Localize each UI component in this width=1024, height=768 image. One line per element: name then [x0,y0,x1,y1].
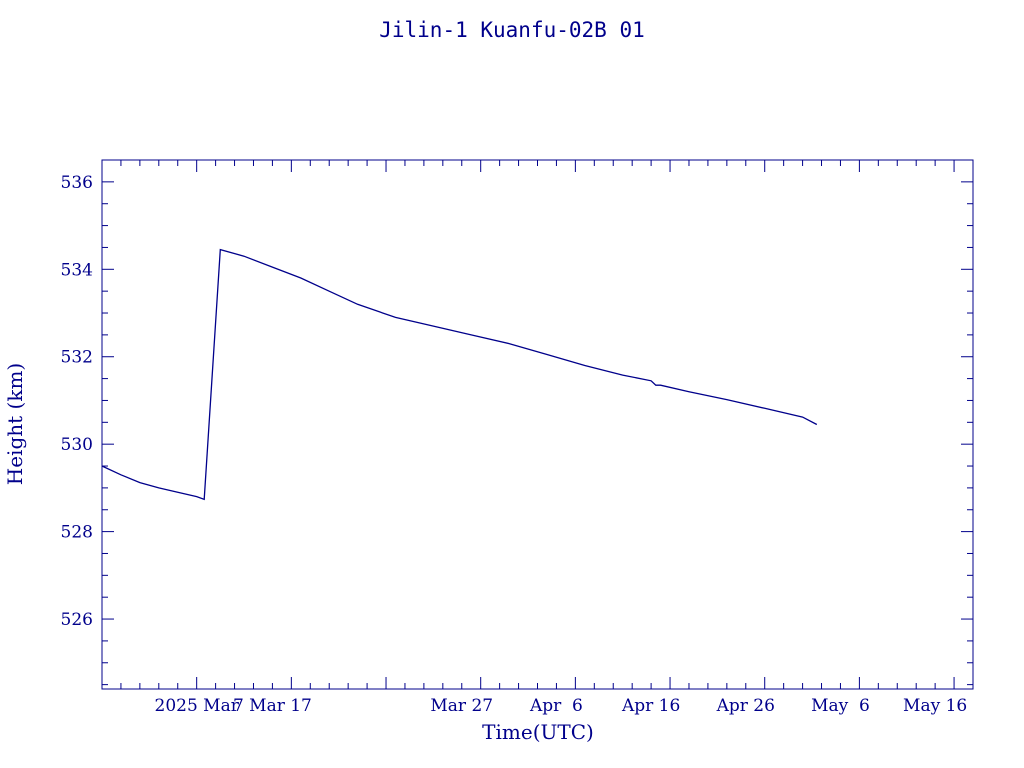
y-tick-label: 530 [61,435,93,455]
x-tick-label: May 16 [903,696,967,716]
x-axis-label: Time(UTC) [482,720,594,744]
y-tick-label: 526 [61,610,93,630]
x-tick-label: Apr 26 [716,696,775,716]
x-tick-label: Apr 16 [621,696,680,716]
y-tick-label: 528 [61,523,93,543]
x-tick-label: 2025 Mar [155,696,240,716]
y-tick-label: 532 [61,348,93,368]
y-tick-label: 534 [61,260,93,280]
y-axis-label: Height (km) [3,363,27,485]
y-axis-ticks [102,159,973,686]
y-tick-label: 536 [61,173,93,193]
x-tick-label: Apr 6 [529,696,583,716]
chart-title: Jilin-1 Kuanfu-02B 01 [379,18,645,42]
y-axis-tick-labels: 526 528 530 532 534 536 [61,173,93,630]
plot-frame [101,159,974,690]
x-tick-label: Mar 27 [430,696,493,716]
x-tick-label: May 6 [811,696,870,716]
x-axis-ticks [101,160,974,689]
x-tick-label: 7 Mar 17 [233,696,312,716]
height-series-line [101,248,818,501]
